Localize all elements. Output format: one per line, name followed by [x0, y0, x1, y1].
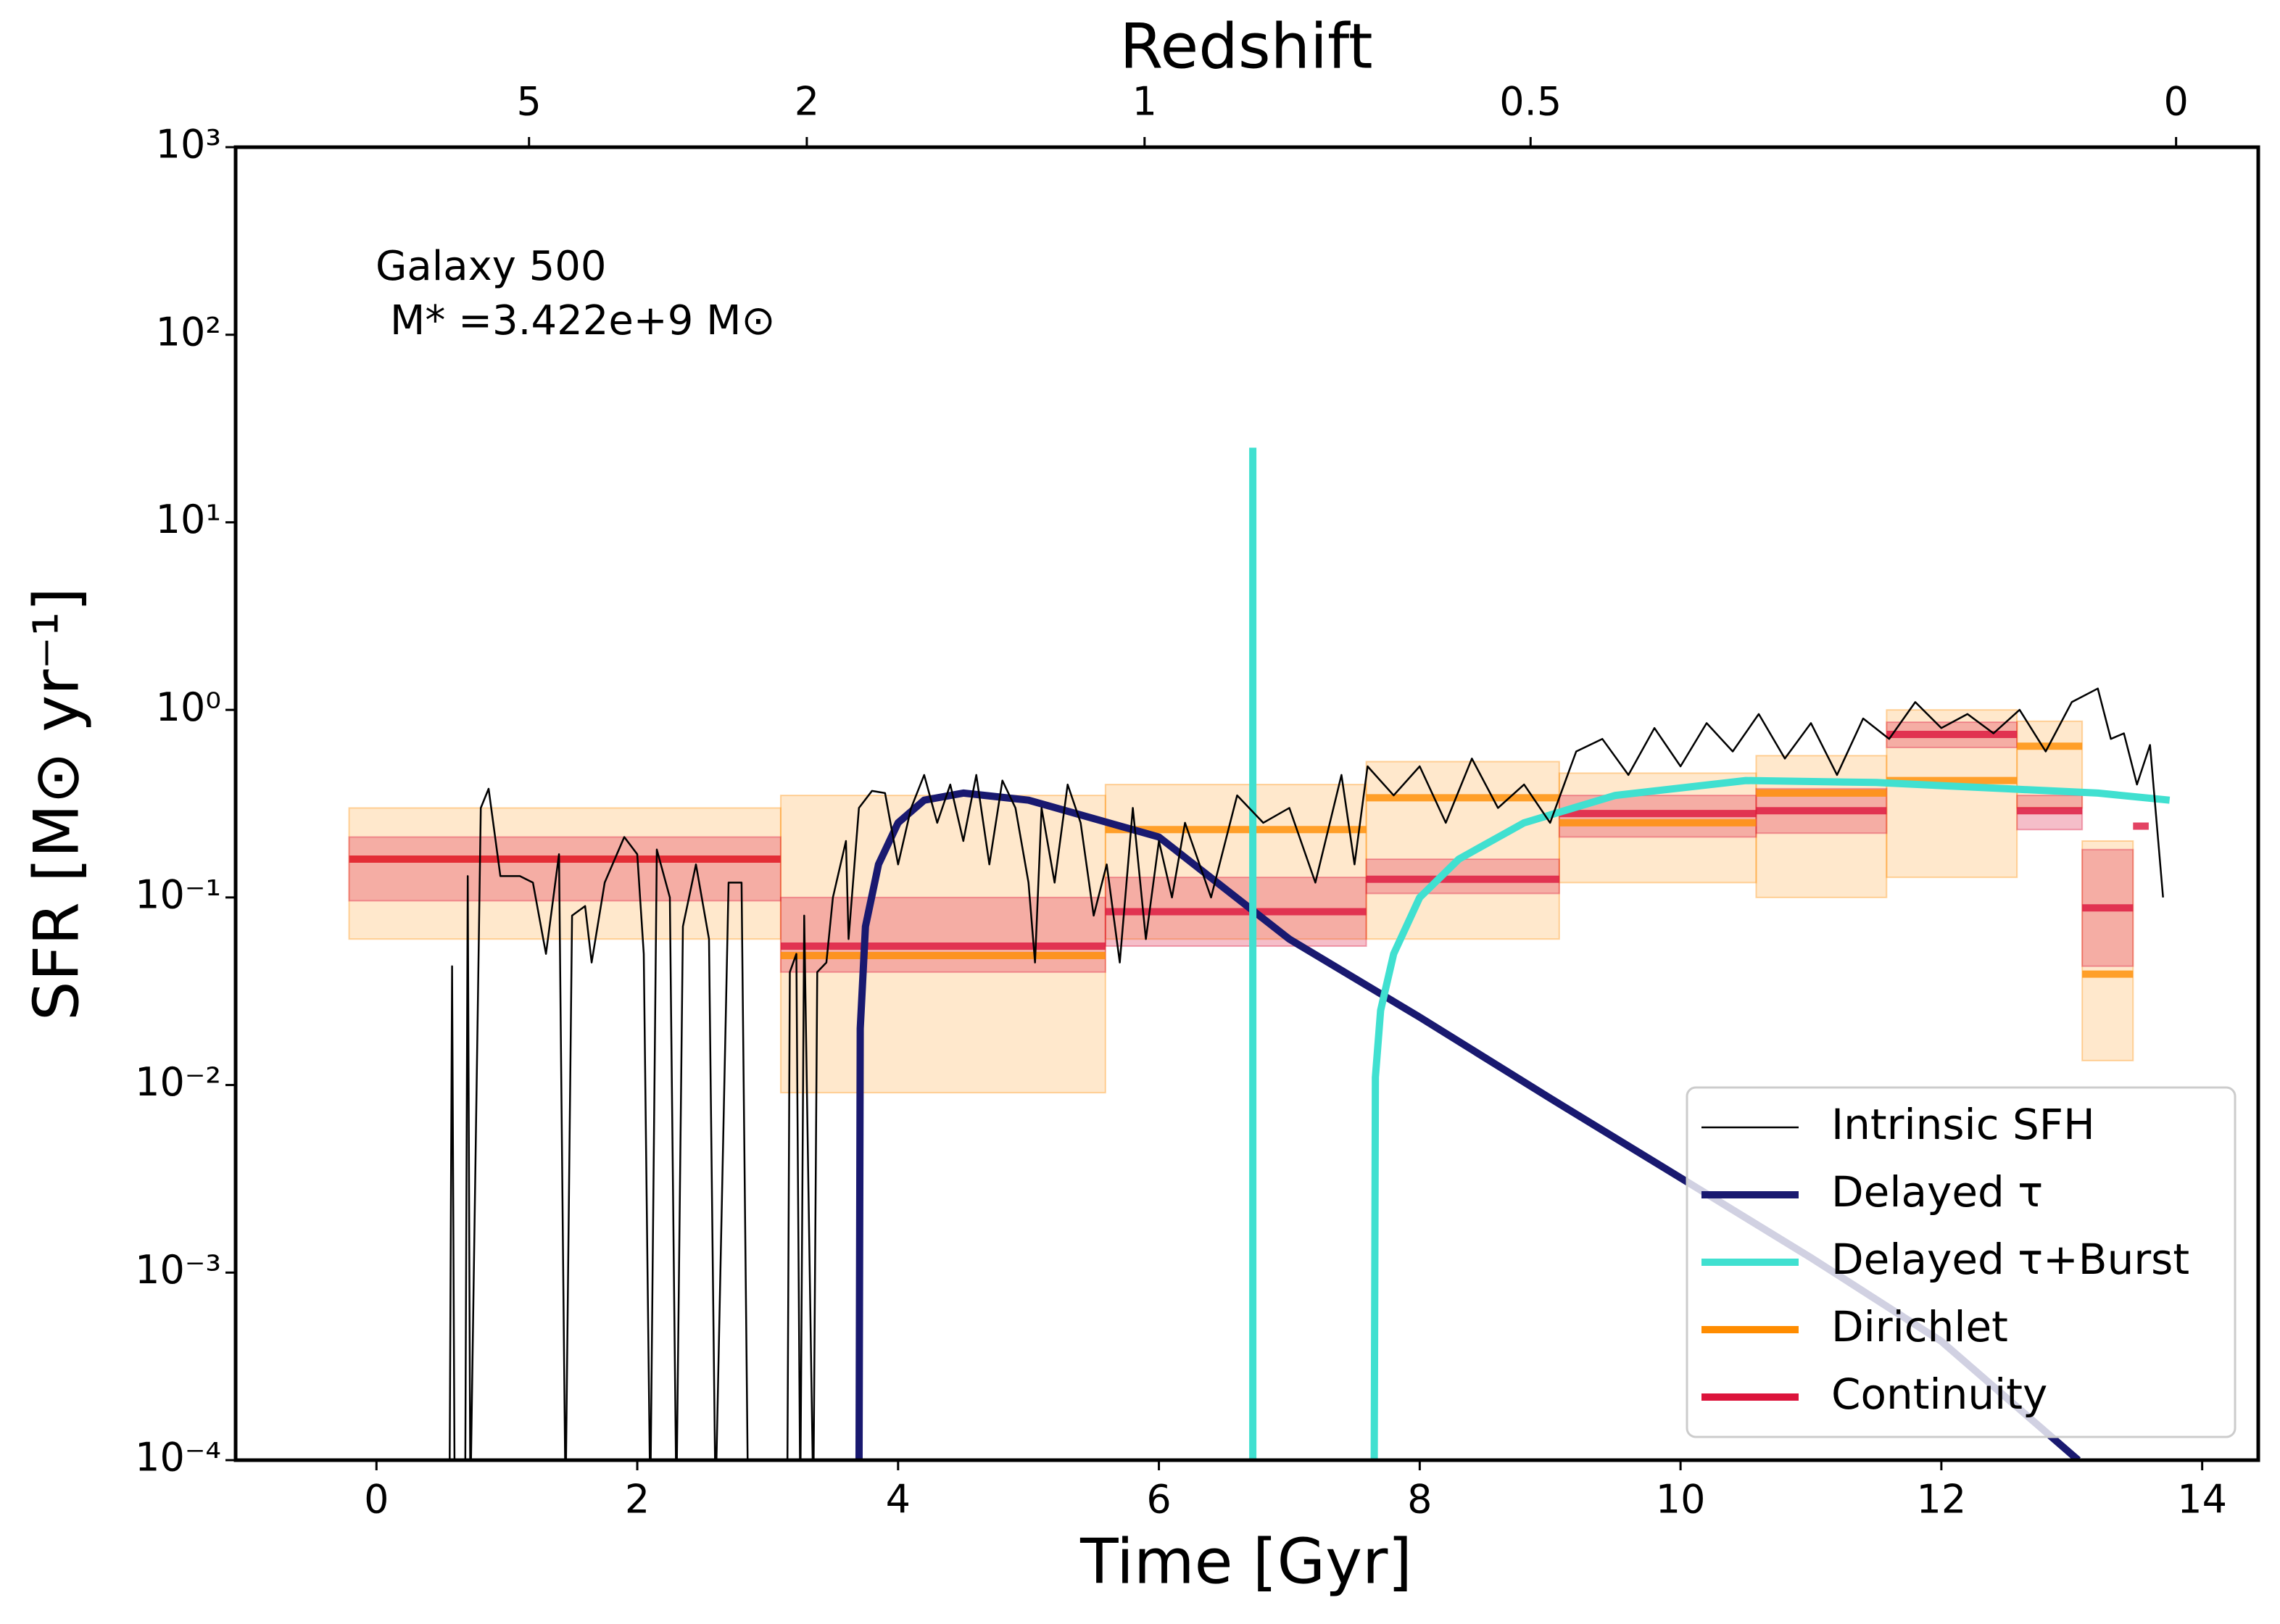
x2-tick-label: 5 [517, 79, 542, 125]
x-axis-label: Time [Gyr] [1079, 1525, 1412, 1598]
legend-label: Delayed τ+Burst [1831, 1235, 2189, 1284]
y-tick-label: 10⁻⁴ [135, 1435, 221, 1480]
x-tick-label: 2 [625, 1477, 650, 1522]
x-tick-label: 4 [886, 1477, 911, 1522]
x-tick-label: 8 [1407, 1477, 1432, 1522]
y-tick-label: 10¹ [156, 497, 221, 542]
legend: Intrinsic SFH Delayed τ Delayed τ+Burst Dir… [1686, 1086, 2237, 1438]
plot-frame [233, 145, 2260, 1462]
x2-tick-label: 1 [1132, 79, 1157, 125]
series-line [449, 687, 2164, 1460]
x2-tick-label: 0 [2163, 79, 2188, 125]
x-tick-label: 6 [1146, 1477, 1171, 1522]
series-line [1249, 447, 2171, 1460]
error-band [348, 836, 782, 902]
legend-label: Dirichlet [1831, 1302, 2008, 1351]
error-band [1365, 761, 1560, 940]
x-tick-label: 12 [1917, 1477, 1967, 1522]
error-band [779, 896, 1106, 973]
x-tick-label: 0 [364, 1477, 389, 1522]
legend-box [1686, 1086, 2237, 1438]
x-tick-label: 10 [1656, 1477, 1706, 1522]
annotation: Galaxy 500 [376, 243, 607, 290]
x2-tick-label: 2 [795, 79, 819, 125]
axes: 0 2 4 6 8 10 12 14 5 2 1 0.5 0 10⁻⁴ 10⁻³ 10⁻² 10⁻¹ 10⁰ 10¹… [135, 79, 2227, 1522]
y-tick-label: 10⁻¹ [135, 871, 221, 917]
y-tick-label: 10⁰ [156, 684, 221, 730]
y-tick-label: 10⁻³ [135, 1247, 221, 1293]
x-tick-label: 14 [2177, 1477, 2227, 1522]
x2-axis-label: Redshift [1119, 10, 1372, 83]
error-band [2081, 840, 2134, 1061]
y-tick-label: 10³ [156, 122, 221, 167]
y-tick-label: 10² [156, 309, 221, 355]
x2-tick-label: 0.5 [1499, 79, 1562, 125]
error-band [348, 807, 782, 940]
y-tick-label: 10⁻² [135, 1059, 221, 1105]
annotation: M* =3.422e+9 M⊙ [390, 297, 775, 344]
legend-label: Continuity [1831, 1370, 2047, 1419]
legend-label: Intrinsic SFH [1831, 1100, 2095, 1149]
legend-label: Delayed τ [1831, 1167, 2043, 1217]
y-axis-label: SFR [M⊙ yr⁻¹] [20, 587, 93, 1021]
